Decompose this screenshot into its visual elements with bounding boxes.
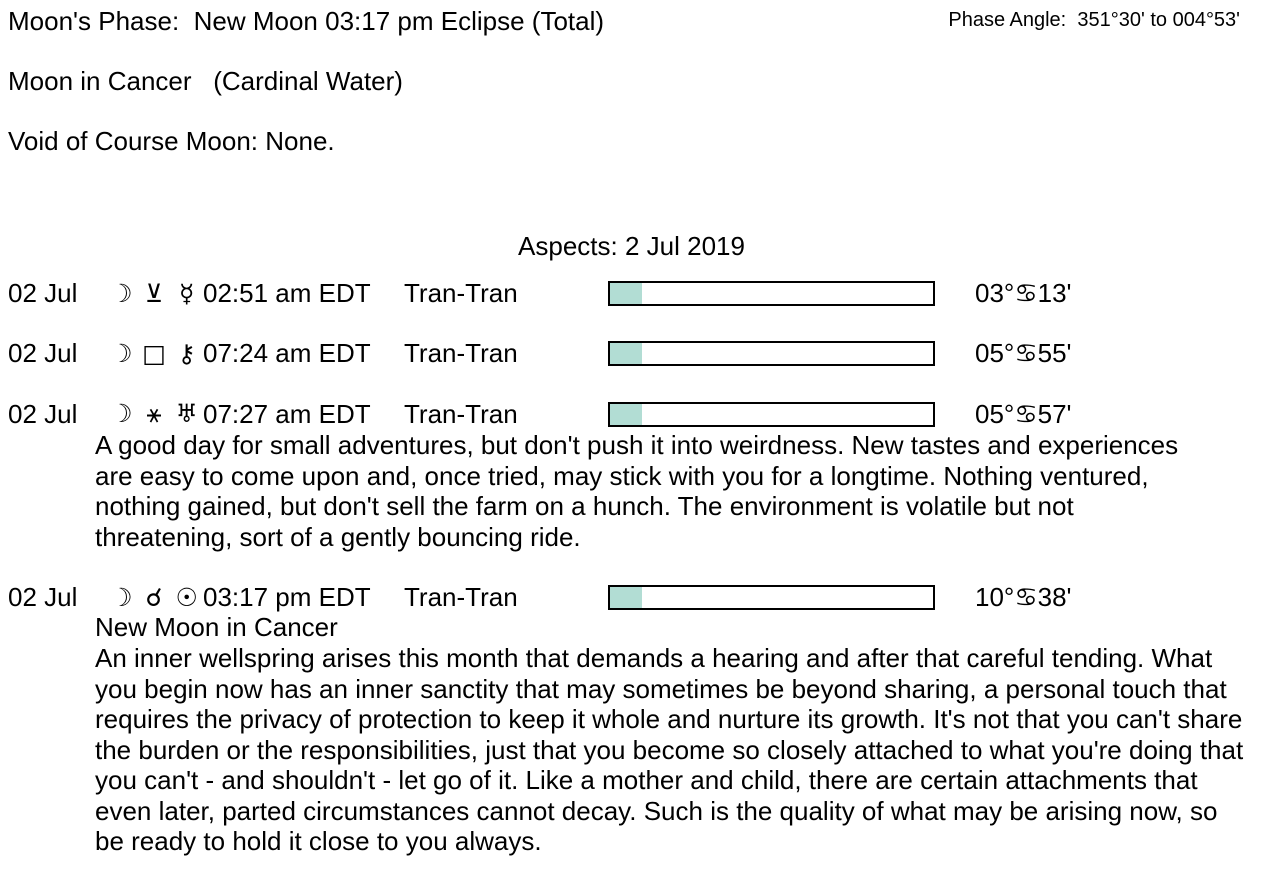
aspect-progress-fill xyxy=(610,586,643,608)
aspect-date: 02 Jul xyxy=(8,581,78,612)
aspects-title: Aspects: 2 Jul 2019 xyxy=(518,231,745,261)
aspect-progress-fill xyxy=(610,403,643,425)
aspect-progress-bar xyxy=(608,401,935,427)
aspect-type: Tran-Tran xyxy=(404,277,518,308)
moon-sign-line: Moon in Cancer (Cardinal Water) xyxy=(8,66,403,96)
aspect-type: Tran-Tran xyxy=(404,337,518,368)
moon-icon: ☽ xyxy=(110,278,133,308)
aspect-progress-bar xyxy=(608,584,935,610)
aspect-type: Tran-Tran xyxy=(404,581,518,612)
phase-angle-line: Phase Angle: 351°30' to 004°53' xyxy=(948,9,1240,31)
void-of-course-line: Void of Course Moon: None. xyxy=(8,126,335,156)
quincunx-icon: ⊻ xyxy=(144,278,164,308)
aspect-row: 02 Jul ☽ ⊻ ☿ 02:51 am EDT Tran-Tran 03°♋… xyxy=(0,278,1072,308)
aspect-note: New Moon in Cancer xyxy=(95,612,338,642)
aspect-date: 02 Jul xyxy=(8,398,78,429)
aspect-degree: 05°♋55' xyxy=(975,337,1072,368)
aspect-date: 02 Jul xyxy=(8,277,78,308)
aspect-row: 02 Jul ☽ ☌ ☉ 03:17 pm EDT Tran-Tran 10°♋… xyxy=(0,582,1072,612)
sun-icon: ☉ xyxy=(175,582,198,612)
aspect-glyphs: ☽ □ ⚷ xyxy=(105,339,203,368)
aspect-row: 02 Jul ☽ ⚹ ♅ 07:27 am EDT Tran-Tran 05°♋… xyxy=(0,399,1072,429)
uranus-icon: ♅ xyxy=(175,399,198,428)
aspect-time: 03:17 pm EDT xyxy=(203,581,371,612)
aspect-glyphs: ☽ ⚹ ♅ xyxy=(105,399,203,429)
aspect-time: 07:27 am EDT xyxy=(203,398,371,429)
aspect-glyphs: ☽ ⊻ ☿ xyxy=(105,279,203,308)
aspect-progress-fill xyxy=(610,282,643,304)
aspect-degree: 05°♋57' xyxy=(975,398,1072,429)
mercury-icon: ☿ xyxy=(179,278,195,308)
aspect-description: A good day for small adventures, but don… xyxy=(95,430,1179,552)
aspect-time: 02:51 am EDT xyxy=(203,277,371,308)
aspect-type: Tran-Tran xyxy=(404,398,518,429)
aspect-row: 02 Jul ☽ □ ⚷ 07:24 am EDT Tran-Tran 05°♋… xyxy=(0,338,1072,368)
moon-icon: ☽ xyxy=(110,399,133,428)
aspect-description: An inner wellspring arises this month th… xyxy=(95,643,1244,856)
aspect-time: 07:24 am EDT xyxy=(203,337,371,368)
aspect-progress-fill xyxy=(610,342,643,364)
moon-icon: ☽ xyxy=(110,582,133,612)
conjunction-icon: ☌ xyxy=(145,582,163,612)
chiron-icon: ⚷ xyxy=(177,338,196,368)
sextile-icon: ⚹ xyxy=(146,399,162,428)
aspect-degree: 10°♋38' xyxy=(975,581,1072,612)
moons-phase-line: Moon's Phase: New Moon 03:17 pm Eclipse … xyxy=(8,6,605,36)
moon-icon: ☽ xyxy=(110,338,133,368)
square-aspect-icon: □ xyxy=(142,338,166,368)
aspect-date: 02 Jul xyxy=(8,337,78,368)
aspect-degree: 03°♋13' xyxy=(975,277,1072,308)
aspect-progress-bar xyxy=(608,340,935,366)
aspect-glyphs: ☽ ☌ ☉ xyxy=(105,583,203,612)
aspect-progress-bar xyxy=(608,280,935,306)
